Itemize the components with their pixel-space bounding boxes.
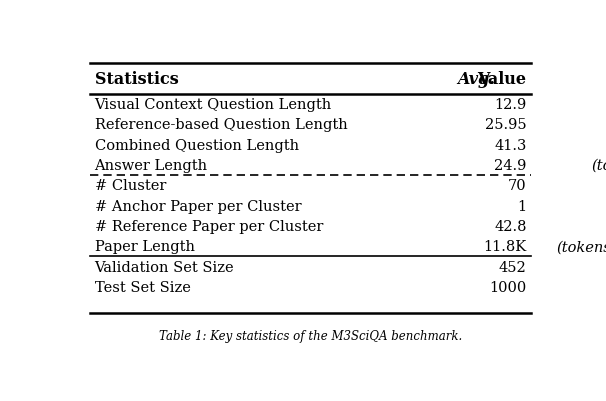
Text: 1000: 1000 (490, 280, 527, 294)
Text: # Anchor Paper per Cluster: # Anchor Paper per Cluster (95, 199, 301, 213)
Text: Validation Set Size: Validation Set Size (95, 260, 234, 274)
Text: Avg.: Avg. (457, 71, 494, 87)
Text: 25.95: 25.95 (485, 118, 527, 132)
Text: 12.9: 12.9 (494, 97, 527, 111)
Text: Value: Value (478, 71, 527, 87)
Text: (tokens): (tokens) (591, 158, 606, 172)
Text: Combined Question Length: Combined Question Length (95, 138, 303, 152)
Text: (tokens): (tokens) (556, 240, 606, 254)
Text: 11.8K: 11.8K (484, 240, 527, 254)
Text: 1: 1 (518, 199, 527, 213)
Text: 70: 70 (508, 179, 527, 193)
Text: # Reference Paper per Cluster: # Reference Paper per Cluster (95, 219, 323, 233)
Text: 41.3: 41.3 (494, 138, 527, 152)
Text: Table 1: Key statistics of the M3SciQA benchmark.: Table 1: Key statistics of the M3SciQA b… (159, 329, 462, 342)
Text: # Cluster: # Cluster (95, 179, 166, 193)
Text: Test Set Size: Test Set Size (95, 280, 190, 294)
Text: Reference-based Question Length: Reference-based Question Length (95, 118, 352, 132)
Text: 452: 452 (499, 260, 527, 274)
Text: 42.8: 42.8 (494, 219, 527, 233)
Text: 24.9: 24.9 (494, 158, 527, 172)
Text: Visual Context Question Length: Visual Context Question Length (95, 97, 336, 111)
Text: Answer Length: Answer Length (95, 158, 212, 172)
Text: Statistics: Statistics (95, 71, 178, 87)
Text: Paper Length: Paper Length (95, 240, 199, 254)
